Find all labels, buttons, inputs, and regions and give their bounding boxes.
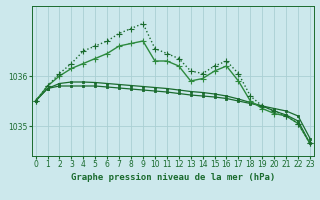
X-axis label: Graphe pression niveau de la mer (hPa): Graphe pression niveau de la mer (hPa) <box>71 173 275 182</box>
